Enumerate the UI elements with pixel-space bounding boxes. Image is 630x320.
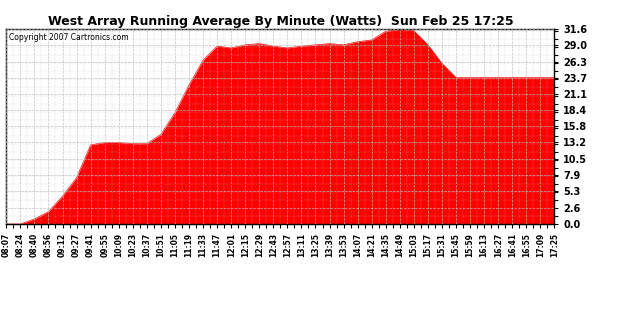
Text: Copyright 2007 Cartronics.com: Copyright 2007 Cartronics.com: [9, 33, 129, 42]
Title: West Array Running Average By Minute (Watts)  Sun Feb 25 17:25: West Array Running Average By Minute (Wa…: [47, 15, 513, 28]
